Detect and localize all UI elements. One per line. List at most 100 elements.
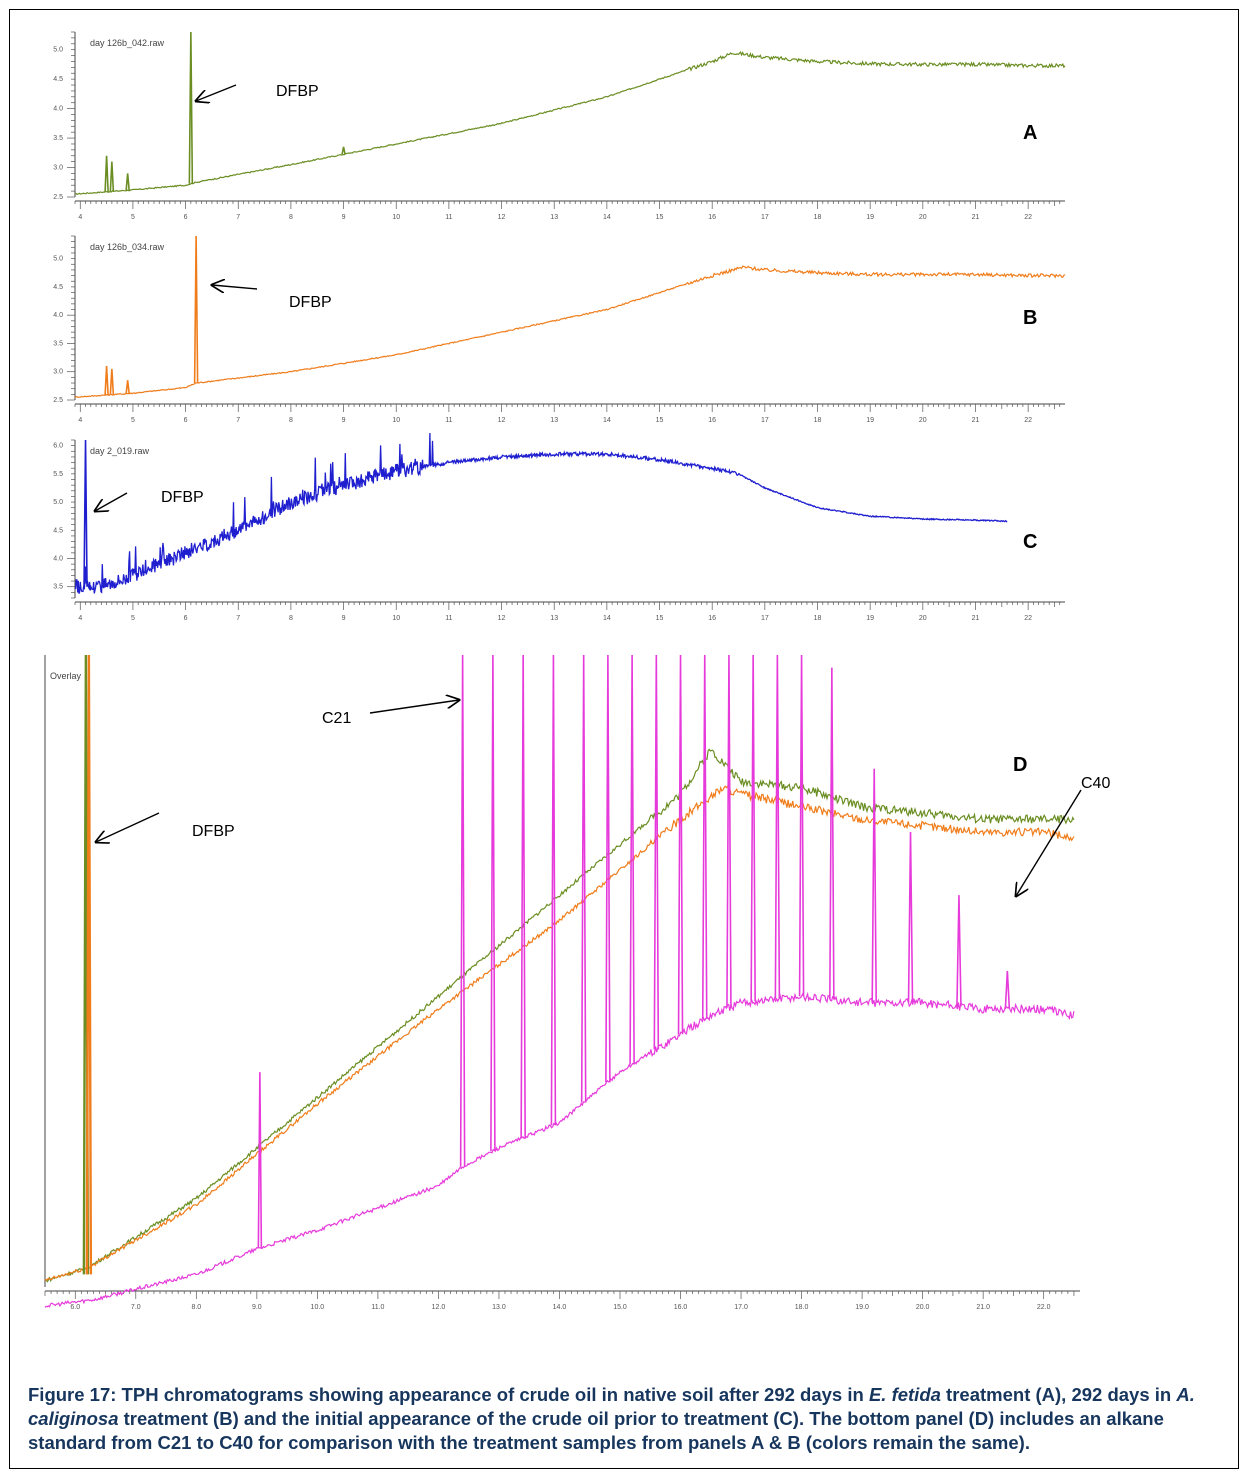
x-tick-label: 15 xyxy=(656,615,664,622)
caption-part2: treatment (A), 292 days in xyxy=(940,1384,1177,1405)
y-tick-label: 4.5 xyxy=(53,284,63,291)
x-tick-label: 11 xyxy=(445,214,452,221)
series-line xyxy=(44,991,1075,1308)
x-tick-label: 18 xyxy=(814,615,822,622)
x-tick-label: 21 xyxy=(972,214,980,221)
x-tick-label: 20 xyxy=(919,615,927,622)
y-tick-label: 4.5 xyxy=(53,76,63,83)
peak xyxy=(580,654,587,1103)
x-tick-label: 7 xyxy=(236,417,240,424)
annotations: DFBP DFBP DFBP DFBP C21 C40 A B C D xyxy=(95,83,1110,896)
panel-a: 4 5 6 7 8 9 10 11 12 13 14 15 16 17 18 19 20 21 22 2.5 3.0 3.… xyxy=(53,31,1066,221)
x-tick-label: 13.0 xyxy=(492,1304,506,1311)
caption-species-2: A. caliginosa xyxy=(28,1384,1195,1429)
x-tick-label: 16.0 xyxy=(674,1304,688,1311)
peak xyxy=(871,768,878,1003)
y-tick-label: 5.0 xyxy=(53,499,63,506)
series-line xyxy=(44,748,1075,1283)
y-tick-label: 5.5 xyxy=(53,471,63,478)
dfbp-label-d: DFBP xyxy=(192,823,235,840)
y-tick-label: 2.5 xyxy=(53,194,63,201)
peak xyxy=(193,235,199,384)
x-tick-label: 13 xyxy=(550,615,558,622)
x-tick-label: 14 xyxy=(603,615,611,622)
y-tick-label: 4.0 xyxy=(53,556,63,563)
y-tick-label: 3.5 xyxy=(53,135,63,142)
x-tick-label: 5 xyxy=(131,615,135,622)
x-tick-label: 5 xyxy=(131,214,135,221)
series-line xyxy=(44,785,1075,1282)
x-tick-label: 11.0 xyxy=(371,1304,384,1311)
peak xyxy=(257,1072,263,1249)
peak xyxy=(550,654,557,1126)
x-tick-label: 10.0 xyxy=(311,1304,325,1311)
y-tick-label: 3.0 xyxy=(53,369,63,376)
c21-arrow xyxy=(369,700,459,714)
figure-caption: Figure 17: TPH chromatograms showing app… xyxy=(28,1383,1218,1455)
x-tick-label: 18 xyxy=(814,214,822,221)
x-tick-label: 11 xyxy=(445,417,452,424)
peak xyxy=(798,654,805,997)
series-line xyxy=(74,265,1066,399)
x-tick-label: 6.0 xyxy=(70,1304,80,1311)
x-tick-label: 16 xyxy=(708,417,716,424)
x-tick-label: 15 xyxy=(656,417,664,424)
x-tick-label: 12 xyxy=(498,615,506,622)
dfbp-label-c: DFBP xyxy=(161,489,204,506)
peak xyxy=(907,831,914,1003)
x-tick-label: 10 xyxy=(392,214,400,221)
x-tick-label: 18 xyxy=(814,417,822,424)
panel-letter-b: B xyxy=(1023,307,1037,329)
x-tick-label: 6 xyxy=(184,417,188,424)
x-tick-label: 9 xyxy=(342,214,346,221)
panel-letter-a: A xyxy=(1023,122,1037,144)
series-line xyxy=(74,432,1008,594)
x-tick-label: 22 xyxy=(1024,615,1032,622)
y-tick-label: 3.5 xyxy=(53,340,63,347)
peak xyxy=(774,654,781,999)
peak xyxy=(956,895,962,1007)
y-tick-label: 4.0 xyxy=(53,106,63,113)
file-label: day 126b_034.raw xyxy=(90,242,165,252)
x-tick-label: 13 xyxy=(550,214,558,221)
c21-label: C21 xyxy=(322,710,351,727)
peak xyxy=(104,155,109,192)
y-tick-label: 3.5 xyxy=(53,584,63,591)
x-tick-label: 6 xyxy=(184,615,188,622)
y-tick-label: 4.5 xyxy=(53,527,63,534)
peak xyxy=(520,654,526,1138)
x-tick-label: 21 xyxy=(972,615,980,622)
y-tick-label: 2.5 xyxy=(53,397,63,404)
peak xyxy=(109,161,115,192)
y-tick-label: 3.0 xyxy=(53,165,63,172)
x-tick-label: 16 xyxy=(708,615,716,622)
peak xyxy=(701,654,708,1020)
x-tick-label: 17 xyxy=(761,417,769,424)
peak xyxy=(104,366,109,396)
caption-species-1: E. fetida xyxy=(868,1384,941,1405)
caption-part1: Figure 17: TPH chromatograms showing app… xyxy=(28,1384,869,1405)
peak xyxy=(829,667,835,1000)
x-tick-label: 9 xyxy=(342,417,346,424)
x-tick-label: 20.0 xyxy=(916,1304,930,1311)
panel-letter-d: D xyxy=(1013,754,1027,776)
x-tick-label: 19 xyxy=(866,417,874,424)
dfbp-label-a: DFBP xyxy=(276,83,319,100)
peak xyxy=(125,173,130,191)
x-tick-label: 9.0 xyxy=(252,1304,262,1311)
file-label: day 126b_042.raw xyxy=(90,38,165,48)
x-tick-label: 20 xyxy=(919,214,927,221)
panel-d: 6.0 7.0 8.0 9.0 10.0 11.0 12.0 13.0 14.0 15.0 16.0… xyxy=(44,654,1080,1311)
x-tick-label: 8.0 xyxy=(191,1304,201,1311)
dfbp-peak xyxy=(85,654,93,1275)
x-tick-label: 5 xyxy=(131,417,135,424)
x-tick-label: 11 xyxy=(445,615,452,622)
peak xyxy=(629,654,635,1065)
peak xyxy=(459,654,466,1167)
peak xyxy=(188,31,194,184)
figure-frame xyxy=(9,9,1239,1469)
x-tick-label: 19 xyxy=(866,615,874,622)
x-tick-label: 12 xyxy=(498,214,506,221)
dfbp-arrow-a xyxy=(196,84,237,101)
x-tick-label: 16 xyxy=(708,214,716,221)
